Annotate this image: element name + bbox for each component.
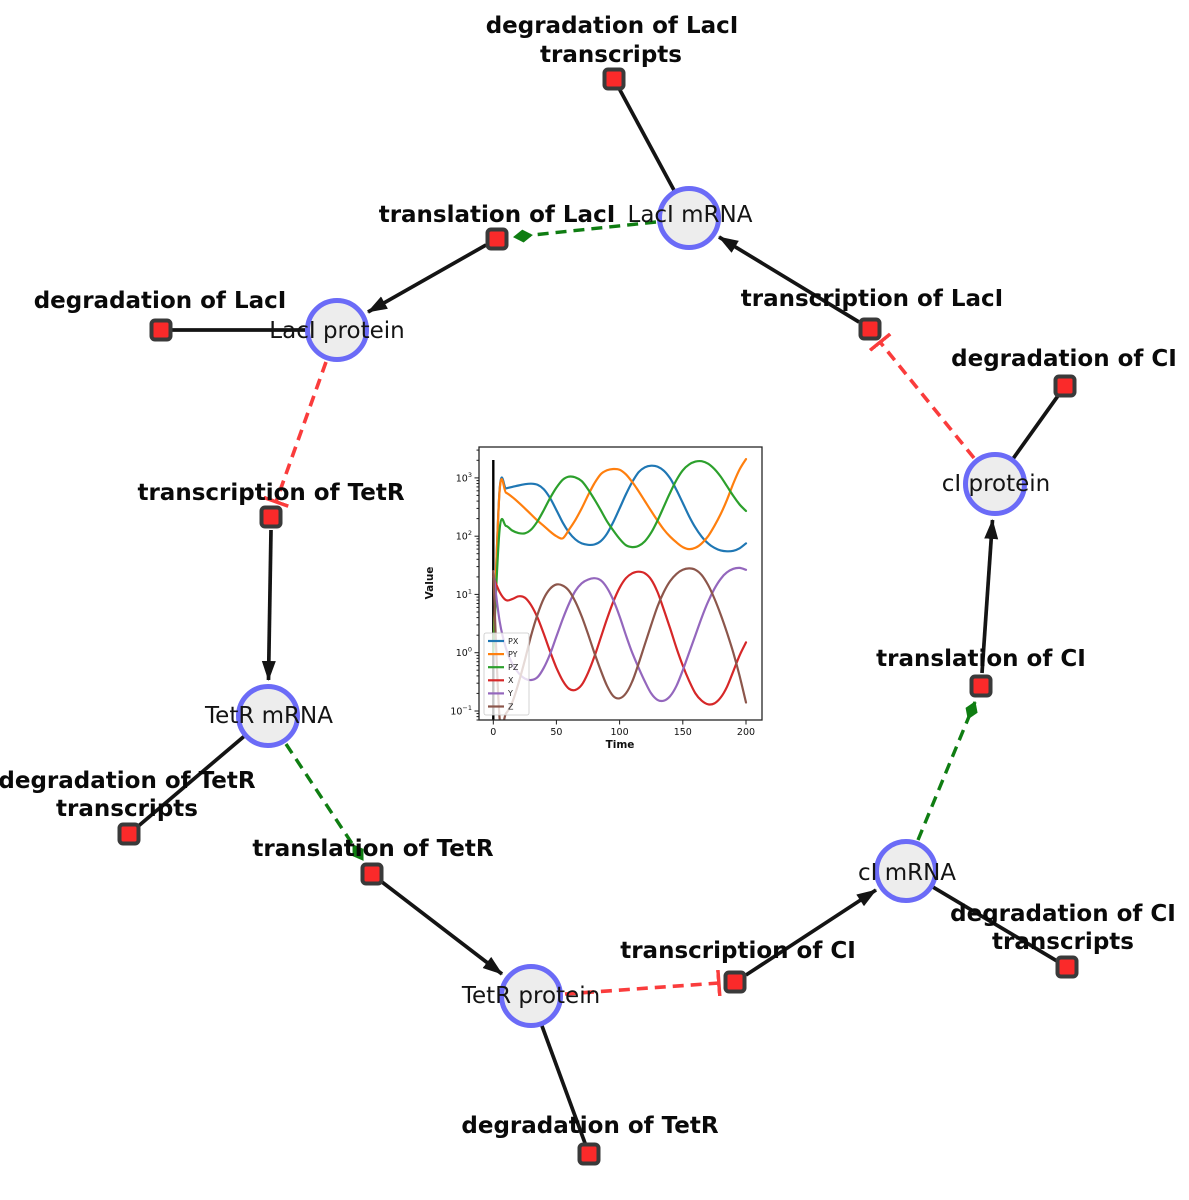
legend-box xyxy=(483,632,530,716)
edge-ci-protein-inhibits-transcription-of-laci xyxy=(868,332,976,460)
reaction-node-translation-of-laci xyxy=(485,227,509,251)
edge-ci-mrna-to-translation-of-ci xyxy=(916,701,978,841)
reaction-label: transcription of LacI xyxy=(741,286,1004,312)
species-node-tetr-protein xyxy=(499,964,563,1028)
species-label: LacI mRNA xyxy=(628,202,753,228)
species-label: cI mRNA xyxy=(858,860,956,886)
label-layer: degradation of LacI transcripts translat… xyxy=(0,13,1177,1139)
edge-transcription-of-tetr-to-tetr-mrna xyxy=(261,529,276,681)
reaction-node-translation-of-tetr xyxy=(360,862,384,886)
series-line-X xyxy=(492,570,748,706)
y-tick-label: 103 xyxy=(456,471,472,485)
series-line-PY xyxy=(492,458,748,654)
reaction-label: degradation of TetR xyxy=(461,1113,718,1139)
reaction-node-transcription-of-laci xyxy=(858,317,882,341)
edge-laci-mrna-to-translation-of-laci xyxy=(513,220,657,243)
species-node-laci-mrna xyxy=(657,186,721,250)
reaction-node-degradation-of-laci-transcripts xyxy=(602,67,626,91)
legend-label-PX: PX xyxy=(508,637,519,646)
edge-translation-of-laci-to-laci-protein xyxy=(367,243,487,314)
species-node-tetr-mrna xyxy=(236,684,300,748)
reaction-label: translation of CI xyxy=(876,646,1086,672)
x-tick-label: 100 xyxy=(611,727,629,738)
legend-label-X: X xyxy=(508,676,514,685)
reaction-label: transcripts xyxy=(56,796,198,822)
reaction-node-degradation-of-ci-transcripts xyxy=(1055,955,1079,979)
y-axis-label: Value xyxy=(424,567,436,600)
edge-tetr-mrna-to-translation-of-tetr xyxy=(284,743,365,861)
edge-transcription-of-ci-to-ci-mrna xyxy=(744,888,878,977)
chart-legend: PX PY PZ XYZ xyxy=(483,632,530,716)
reaction-label: translation of LacI xyxy=(379,202,616,228)
node-layer xyxy=(117,67,1079,1166)
x-tick-label: 0 xyxy=(490,727,496,738)
species-label: cI protein xyxy=(942,471,1051,497)
species-node-ci-protein xyxy=(963,452,1027,516)
species-label: LacI protein xyxy=(269,318,404,344)
x-tick-label: 150 xyxy=(674,727,692,738)
reaction-node-translation-of-ci xyxy=(969,674,993,698)
edge-translation-of-tetr-to-tetr-protein xyxy=(380,880,504,976)
reaction-node-degradation-of-ci xyxy=(1053,374,1077,398)
chart-content: 103 102 101 100 10−1 0 50 100 150 200 PX PY PZ XYZ xyxy=(450,449,755,738)
y-tick-label: 10−1 xyxy=(450,704,472,718)
reaction-node-degradation-of-tetr-transcripts xyxy=(117,822,141,846)
series-line-Z xyxy=(492,567,748,720)
reaction-label: degradation of LacI xyxy=(486,13,739,39)
series-line-Y xyxy=(492,566,748,703)
reaction-label: degradation of TetR xyxy=(0,768,256,794)
legend-label-PY: PY xyxy=(508,650,518,659)
y-tick-label: 101 xyxy=(456,587,472,601)
reaction-node-degradation-of-laci xyxy=(149,318,173,342)
legend-label-Z: Z xyxy=(508,702,514,711)
reaction-label: transcription of TetR xyxy=(137,480,404,506)
x-tick-label: 50 xyxy=(550,727,562,738)
species-label: TetR protein xyxy=(461,983,600,1009)
chart-series-group xyxy=(492,458,748,720)
inset-chart: 103 102 101 100 10−1 0 50 100 150 200 PX PY PZ XYZ Ti… xyxy=(424,446,763,751)
edge-laci-protein-inhibits-transcription-of-tetr xyxy=(263,361,328,508)
y-tick-label: 100 xyxy=(456,646,472,660)
species-node-ci-mrna xyxy=(874,839,938,903)
reaction-label: degradation of CI xyxy=(950,901,1176,927)
reaction-label: translation of TetR xyxy=(252,836,493,862)
legend-label-Y: Y xyxy=(507,689,513,698)
species-label: TetR mRNA xyxy=(204,703,333,729)
x-axis-label: Time xyxy=(606,739,635,751)
reaction-node-transcription-of-ci xyxy=(723,970,747,994)
reaction-node-transcription-of-tetr xyxy=(259,505,283,529)
reaction-label: transcripts xyxy=(540,42,682,68)
x-tick-label: 200 xyxy=(737,727,755,738)
series-line-PX xyxy=(492,464,748,654)
reaction-label: transcription of CI xyxy=(620,938,856,964)
reaction-label: degradation of CI xyxy=(951,346,1177,372)
legend-label-PZ: PZ xyxy=(508,663,519,672)
species-node-laci-protein xyxy=(305,298,369,362)
y-tick-label: 102 xyxy=(456,529,472,543)
reaction-node-degradation-of-tetr xyxy=(577,1142,601,1166)
edge-tetr-protein-inhibits-transcription-of-ci xyxy=(564,969,722,997)
chart-plot-area xyxy=(478,446,763,721)
edge-translation-of-ci-to-ci-protein xyxy=(980,519,999,674)
series-line-PZ xyxy=(492,459,748,654)
reaction-label: degradation of LacI xyxy=(34,288,287,314)
edge-transcription-of-laci-to-laci-mrna xyxy=(718,235,860,324)
reaction-label: transcripts xyxy=(992,929,1134,955)
